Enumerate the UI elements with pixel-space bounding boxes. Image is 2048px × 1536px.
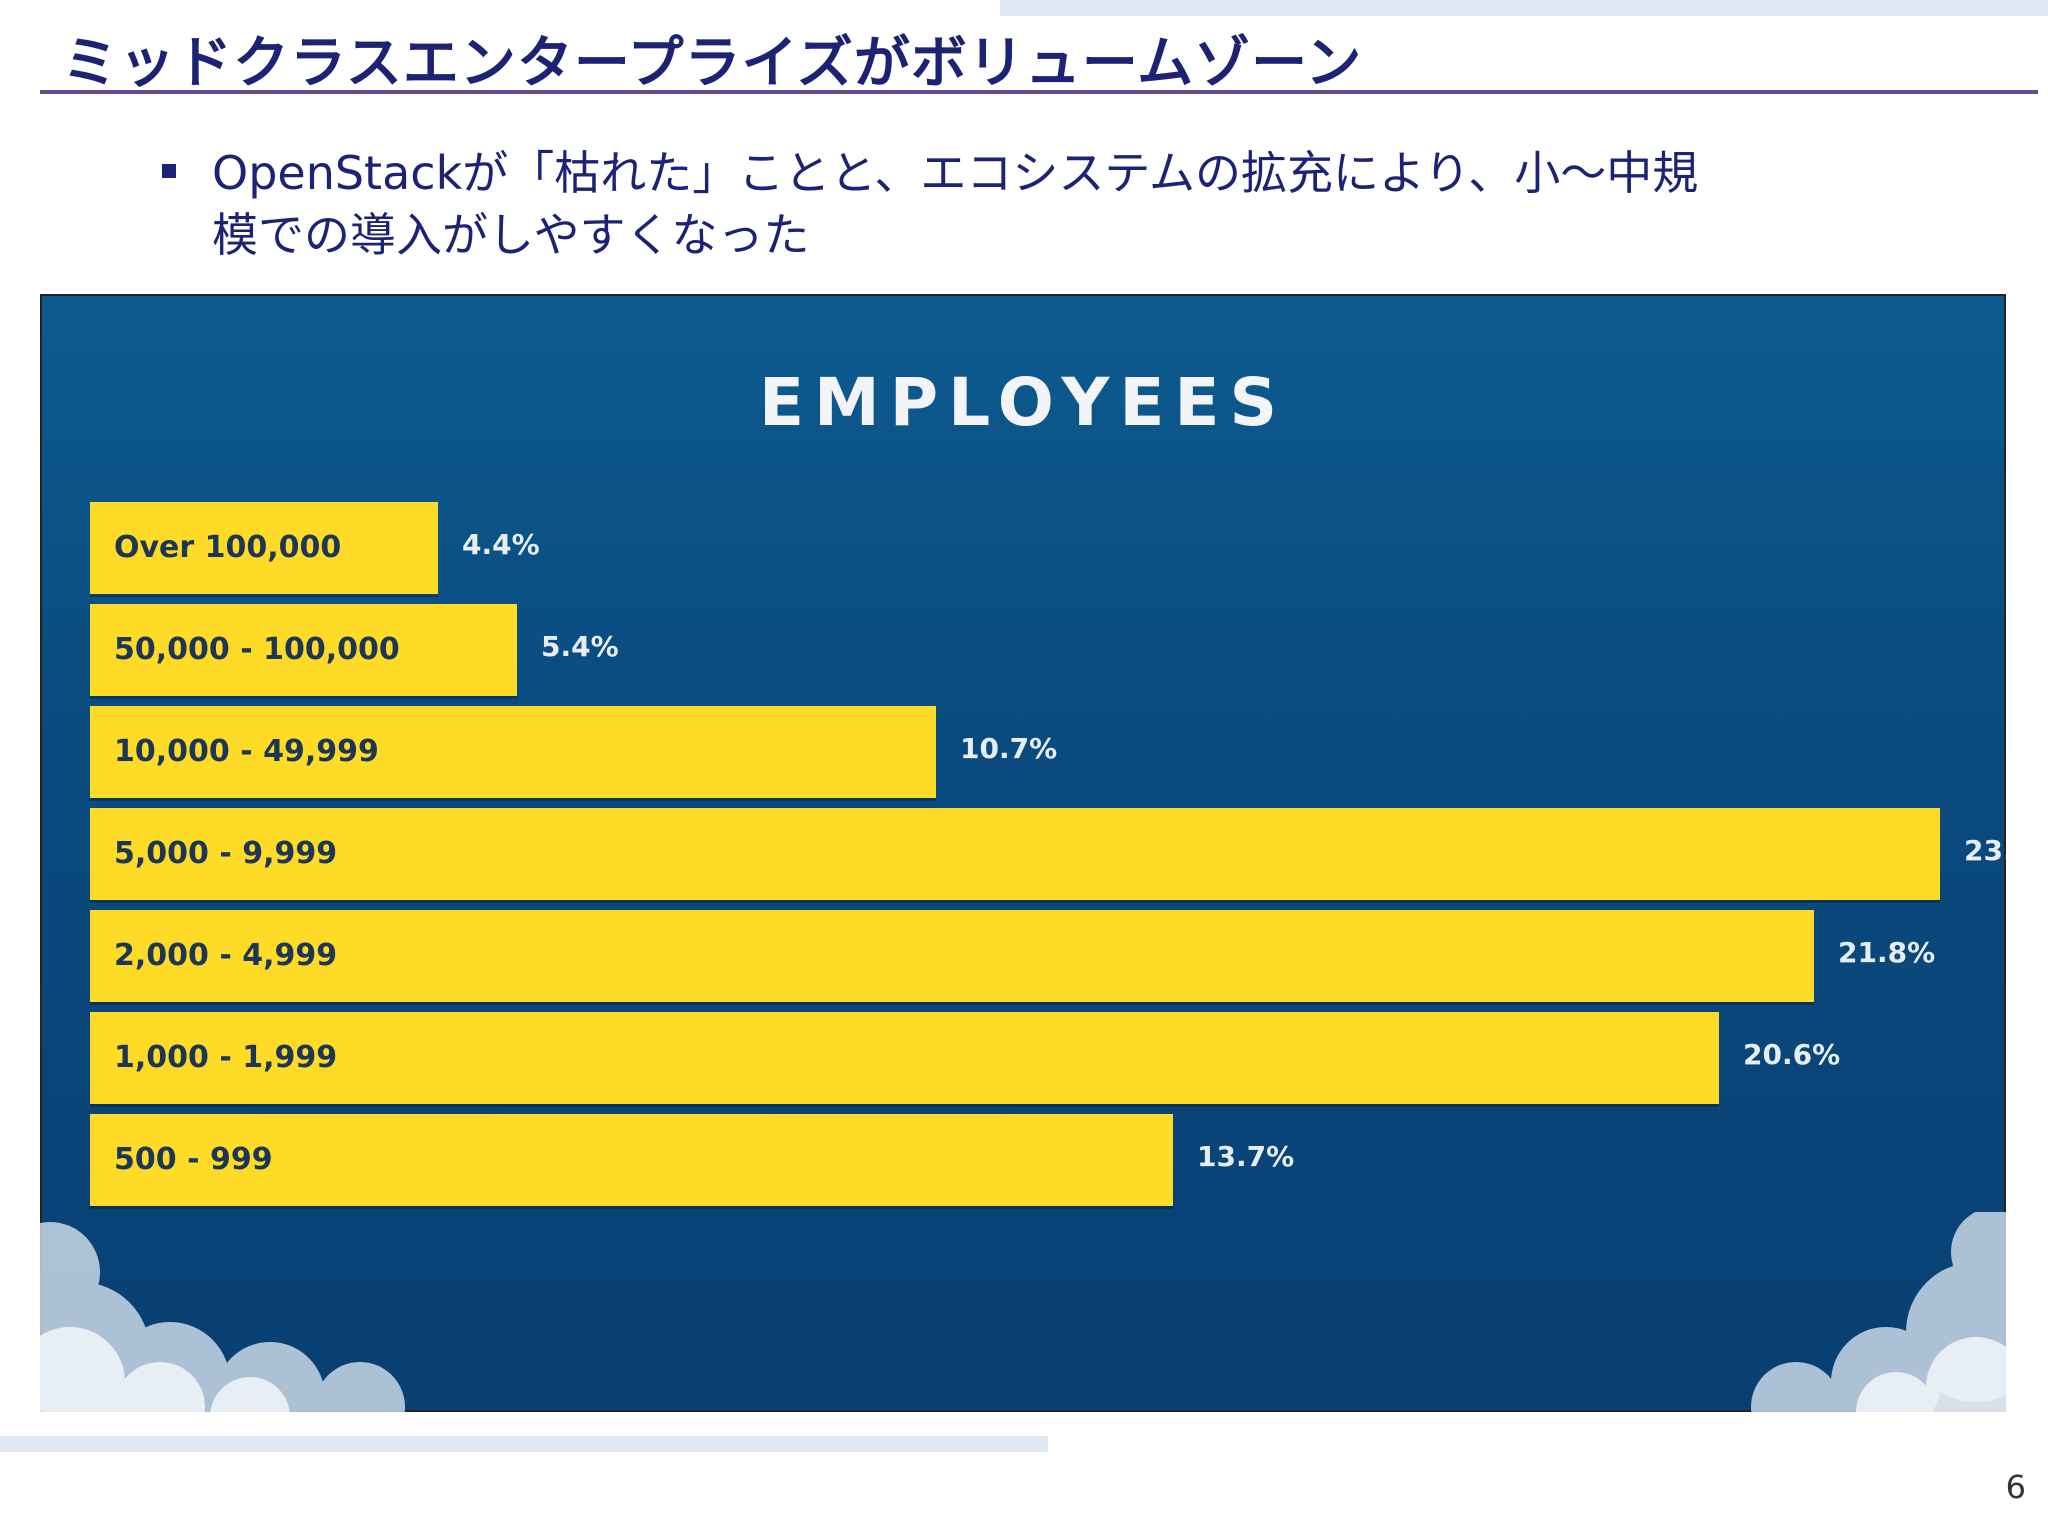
value-label-6: 13.7%: [1197, 1140, 1295, 1173]
bullet-item: OpenStackが「枯れた」ことと、エコシステムの拡充により、小～中規 模での…: [162, 142, 1922, 266]
category-label-4: 2,000 - 4,999: [114, 938, 338, 973]
cloud-left-decoration: [40, 1222, 405, 1412]
category-label-2: 10,000 - 49,999: [114, 734, 379, 769]
category-label-5: 1,000 - 1,999: [114, 1040, 338, 1075]
category-label-1: 50,000 - 100,000: [114, 632, 400, 667]
bar-layer: Over 100,000 4.4% 50,000 - 100,000 5.4% 10,0…: [40, 294, 2006, 1412]
value-label-2: 10.7%: [960, 732, 1058, 765]
value-label-1: 5.4%: [541, 630, 619, 663]
bullet-text-line-1: OpenStackが「枯れた」ことと、エコシステムの拡充により、小～中規: [212, 146, 1699, 200]
bar-0: [90, 502, 438, 594]
bottom-accent-bar: [0, 1436, 1048, 1452]
bar-3: [90, 808, 1940, 900]
employees-chart: EMPLOYEES Over 100,000 4.4% 50,000 - 100,0…: [40, 294, 2006, 1412]
top-accent-bar: [1000, 0, 2048, 16]
bar-6: [90, 1114, 1173, 1206]
slide-title: ミッドクラスエンタープライズがボリュームゾーン: [62, 31, 1363, 96]
bar-5: [90, 1012, 1719, 1104]
category-label-3: 5,000 - 9,999: [114, 836, 338, 871]
bullet-text-line-2: 模での導入がしやすくなった: [212, 208, 810, 262]
value-label-4: 21.8%: [1838, 936, 1936, 969]
page-number: 6: [2005, 1468, 2026, 1506]
cloud-right-decoration: [1751, 1212, 2006, 1412]
category-label-0: Over 100,000: [114, 530, 342, 565]
bar-4: [90, 910, 1814, 1002]
value-label-0: 4.4%: [462, 528, 540, 561]
category-label-6: 500 - 999: [114, 1142, 273, 1177]
bar-2: [90, 706, 936, 798]
bar-1: [90, 604, 517, 696]
value-label-5: 20.6%: [1743, 1038, 1841, 1071]
title-underline: [40, 90, 2038, 94]
square-bullet-icon: [162, 164, 176, 178]
chart-title: EMPLOYEES: [758, 364, 1288, 441]
bullet-text: OpenStackが「枯れた」ことと、エコシステムの拡充により、小～中規 模での…: [212, 142, 1922, 266]
value-label-3: 23.4%: [1964, 834, 2006, 867]
